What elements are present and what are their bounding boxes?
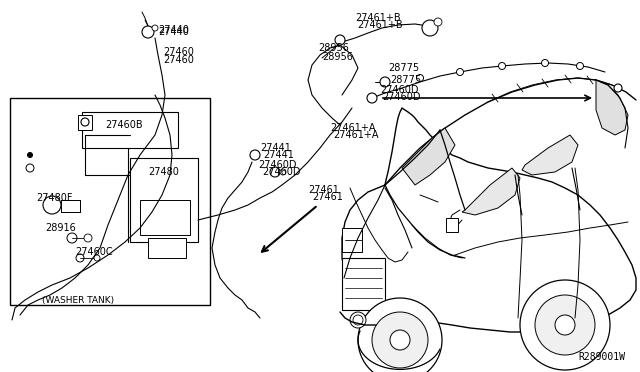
Text: 27461: 27461 xyxy=(308,185,339,195)
Text: 27460: 27460 xyxy=(163,47,194,57)
Circle shape xyxy=(76,254,84,262)
Text: 27461+A: 27461+A xyxy=(330,123,376,133)
Text: 27461+B: 27461+B xyxy=(355,13,401,23)
Circle shape xyxy=(142,26,154,38)
Text: 28956: 28956 xyxy=(322,52,353,62)
Text: 28775: 28775 xyxy=(388,63,419,73)
Circle shape xyxy=(417,74,424,81)
Bar xyxy=(342,228,362,252)
Circle shape xyxy=(350,312,366,328)
Text: 28956: 28956 xyxy=(318,43,349,53)
Text: 27460D: 27460D xyxy=(258,160,296,170)
Bar xyxy=(130,158,198,242)
Text: 27461+A: 27461+A xyxy=(333,130,378,140)
Text: 27441: 27441 xyxy=(260,143,291,153)
Text: 27461: 27461 xyxy=(312,192,343,202)
Text: 27480F: 27480F xyxy=(36,193,72,203)
Circle shape xyxy=(390,330,410,350)
Circle shape xyxy=(67,233,77,243)
Circle shape xyxy=(28,153,33,157)
Bar xyxy=(61,200,80,212)
Circle shape xyxy=(520,280,610,370)
Circle shape xyxy=(499,62,506,70)
Circle shape xyxy=(535,295,595,355)
Bar xyxy=(82,112,178,148)
Circle shape xyxy=(577,62,584,70)
Text: 27441: 27441 xyxy=(263,150,294,160)
Text: 27480: 27480 xyxy=(148,167,179,177)
Circle shape xyxy=(614,84,622,92)
Bar xyxy=(140,200,190,235)
Circle shape xyxy=(270,167,280,177)
Bar xyxy=(148,238,186,258)
Text: 27460D: 27460D xyxy=(262,167,301,177)
Circle shape xyxy=(26,164,34,172)
Bar xyxy=(446,218,458,232)
Circle shape xyxy=(353,315,363,325)
Circle shape xyxy=(43,196,61,214)
Bar xyxy=(342,258,385,310)
Circle shape xyxy=(555,315,575,335)
Text: 27460B: 27460B xyxy=(105,120,143,130)
Text: 27440: 27440 xyxy=(158,25,189,35)
Circle shape xyxy=(434,18,442,26)
Text: 28916: 28916 xyxy=(45,223,76,233)
Circle shape xyxy=(280,169,286,175)
Text: 27440: 27440 xyxy=(158,27,189,37)
Text: 27461+B: 27461+B xyxy=(357,20,403,30)
Text: (WASHER TANK): (WASHER TANK) xyxy=(42,296,114,305)
Circle shape xyxy=(84,234,92,242)
Text: 27460: 27460 xyxy=(163,55,194,65)
Circle shape xyxy=(81,118,89,126)
Circle shape xyxy=(335,35,345,45)
Circle shape xyxy=(367,93,377,103)
Circle shape xyxy=(152,25,158,31)
Circle shape xyxy=(250,150,260,160)
Bar xyxy=(10,98,210,305)
Text: R289001W: R289001W xyxy=(578,352,625,362)
Polygon shape xyxy=(462,168,520,215)
Text: 27460C: 27460C xyxy=(75,247,113,257)
Circle shape xyxy=(94,255,100,261)
Circle shape xyxy=(372,312,428,368)
Circle shape xyxy=(358,298,442,372)
Polygon shape xyxy=(522,135,578,175)
Text: 27460D: 27460D xyxy=(382,92,420,102)
Circle shape xyxy=(541,60,548,67)
Circle shape xyxy=(456,68,463,76)
Circle shape xyxy=(380,77,390,87)
Bar xyxy=(78,115,92,130)
Text: 28775: 28775 xyxy=(390,75,421,85)
Text: 27460D: 27460D xyxy=(380,85,419,95)
Polygon shape xyxy=(402,128,455,185)
Circle shape xyxy=(422,20,438,36)
Polygon shape xyxy=(596,80,628,135)
